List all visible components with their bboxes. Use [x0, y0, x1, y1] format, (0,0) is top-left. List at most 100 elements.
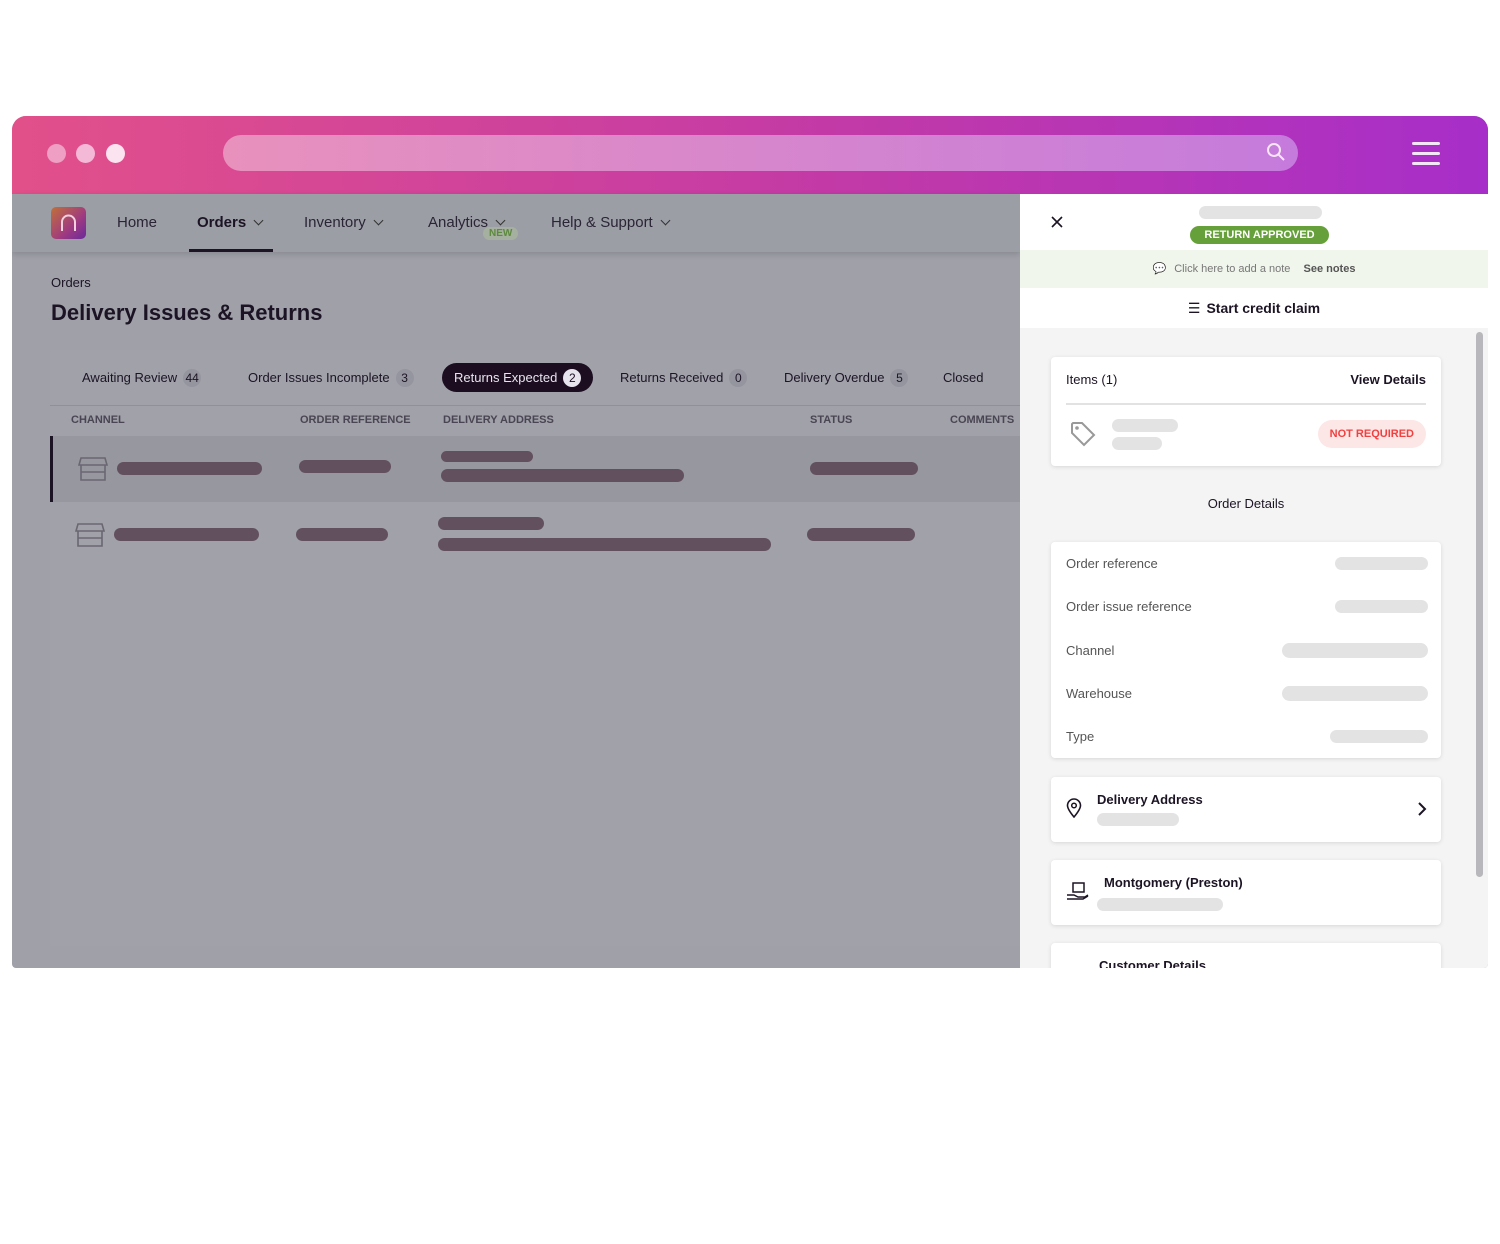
- tab-awaiting-review[interactable]: Awaiting Review 44: [70, 363, 213, 392]
- field-value-placeholder: [1335, 600, 1428, 613]
- tag-icon: [1071, 422, 1096, 447]
- item-sku-placeholder: [1112, 437, 1162, 450]
- add-note-bar[interactable]: 💬 Click here to add a note See notes: [1020, 250, 1488, 288]
- app-window: Home Orders Inventory Analytics Help & S…: [12, 116, 1488, 968]
- item-name-placeholder: [1112, 419, 1178, 432]
- tab-label: Returns Received: [620, 370, 724, 385]
- nav-analytics[interactable]: Analytics: [428, 214, 506, 231]
- order-reference-placeholder: [296, 528, 388, 541]
- search-bar[interactable]: [223, 135, 1298, 171]
- tab-label: Delivery Overdue: [784, 370, 885, 385]
- nav-help-support[interactable]: Help & Support: [551, 214, 671, 231]
- top-nav: Home Orders Inventory Analytics Help & S…: [12, 194, 1020, 252]
- nav-home[interactable]: Home: [117, 214, 157, 231]
- card-title: Montgomery (Preston): [1104, 875, 1243, 890]
- status-tabs: Awaiting Review 44 Order Issues Incomplet…: [50, 350, 1020, 406]
- drawer-scrollbar[interactable]: [1476, 332, 1483, 877]
- add-note-link[interactable]: Click here to add a note: [1174, 263, 1291, 275]
- field-label: Type: [1066, 729, 1095, 744]
- address-placeholder: [441, 451, 533, 462]
- nav-inventory[interactable]: Inventory: [304, 214, 384, 231]
- items-title: Items (1): [1066, 372, 1118, 387]
- column-header-delivery-address[interactable]: DELIVERY ADDRESS: [443, 414, 554, 426]
- column-header-comments[interactable]: COMMENTS: [950, 414, 1015, 426]
- field-value-placeholder: [1335, 557, 1428, 570]
- comment-icon: 💬: [1152, 263, 1167, 275]
- tab-label: Closed: [943, 370, 984, 385]
- orders-panel: Awaiting Review 44 Order Issues Incomplet…: [50, 350, 1020, 946]
- table-row[interactable]: [50, 502, 1020, 568]
- close-icon[interactable]: [1051, 216, 1063, 228]
- checklist-icon: ☰: [1187, 300, 1201, 316]
- column-header-status[interactable]: STATUS: [810, 414, 853, 426]
- order-detail-drawer: RETURN APPROVED 💬 Click here to add a not…: [1020, 194, 1488, 968]
- start-credit-claim-button[interactable]: ☰ Start credit claim: [1020, 288, 1488, 328]
- search-icon[interactable]: [1266, 142, 1286, 162]
- view-details-link[interactable]: View Details: [1350, 372, 1426, 387]
- nav-orders[interactable]: Orders: [197, 214, 264, 231]
- nav-label: Inventory: [304, 214, 366, 231]
- tab-count: 0: [729, 369, 748, 387]
- status-badge: RETURN APPROVED: [1190, 226, 1329, 244]
- hamburger-icon[interactable]: [1412, 142, 1440, 172]
- field-value-placeholder: [1330, 730, 1428, 743]
- location-pin-icon: [1066, 798, 1082, 818]
- order-details-heading: Order Details: [1207, 496, 1285, 511]
- field-label: Order issue reference: [1066, 599, 1192, 614]
- card-title: Customer Details: [1099, 958, 1206, 968]
- status-placeholder: [807, 528, 915, 541]
- field-label: Channel: [1066, 643, 1115, 658]
- drawer-header: RETURN APPROVED 💬 Click here to add a not…: [1020, 194, 1488, 328]
- table-row[interactable]: [50, 436, 1020, 502]
- tab-count: 5: [890, 369, 909, 387]
- tab-label: Awaiting Review: [82, 370, 178, 385]
- window-dot-close[interactable]: [47, 144, 66, 163]
- column-header-order-reference[interactable]: ORDER REFERENCE: [300, 414, 411, 426]
- store-icon: [78, 457, 108, 481]
- address-placeholder: [438, 538, 771, 551]
- warehouse-address-placeholder: [1097, 898, 1223, 911]
- address-placeholder: [438, 517, 544, 530]
- customer-details-card[interactable]: Customer Details: [1051, 943, 1441, 968]
- title-bar: [12, 116, 1488, 194]
- divider: [1066, 403, 1426, 405]
- address-placeholder: [441, 469, 684, 482]
- card-title: Delivery Address: [1097, 792, 1203, 807]
- tab-count: 44: [183, 369, 202, 387]
- items-card: Items (1) View Details NOT REQUIRED: [1051, 357, 1441, 466]
- order-details-card: Order reference Order issue reference Ch…: [1051, 542, 1441, 758]
- tab-closed[interactable]: Closed: [931, 363, 995, 392]
- see-notes-link[interactable]: See notes: [1303, 263, 1356, 275]
- nav-label: Orders: [197, 214, 247, 231]
- tab-delivery-overdue[interactable]: Delivery Overdue 5: [772, 363, 920, 392]
- chevron-down-icon: [660, 215, 671, 226]
- field-value-placeholder: [1282, 643, 1428, 658]
- window-dot-maximize[interactable]: [106, 144, 125, 163]
- item-status-badge: NOT REQUIRED: [1317, 420, 1426, 448]
- nav-label: Analytics: [428, 214, 489, 231]
- tab-returns-received[interactable]: Returns Received 0: [608, 363, 759, 392]
- chevron-down-icon: [495, 215, 506, 226]
- address-placeholder: [1097, 813, 1179, 826]
- tab-returns-expected[interactable]: Returns Expected 2: [442, 363, 594, 392]
- tab-label: Order Issues Incomplete: [248, 370, 390, 385]
- chevron-right-icon[interactable]: [1417, 801, 1427, 817]
- delivery-address-card[interactable]: Delivery Address: [1051, 777, 1441, 842]
- chevron-down-icon: [253, 215, 264, 226]
- nav-label: Help & Support: [551, 214, 653, 231]
- app-logo[interactable]: [51, 207, 86, 239]
- active-nav-indicator: [189, 249, 273, 252]
- column-header-channel[interactable]: CHANNEL: [71, 414, 125, 426]
- tab-count: 2: [563, 369, 582, 387]
- channel-placeholder: [114, 528, 259, 541]
- window-dot-minimize[interactable]: [76, 144, 95, 163]
- tab-label: Returns Expected: [454, 370, 558, 385]
- channel-placeholder: [117, 462, 262, 475]
- tab-order-issues-incomplete[interactable]: Order Issues Incomplete 3: [236, 363, 426, 392]
- order-reference-placeholder: [299, 460, 391, 473]
- breadcrumb[interactable]: Orders: [51, 275, 91, 290]
- order-title-placeholder: [1199, 206, 1322, 219]
- tab-count: 3: [395, 369, 414, 387]
- store-icon: [75, 523, 105, 547]
- warehouse-card: Montgomery (Preston): [1051, 860, 1441, 925]
